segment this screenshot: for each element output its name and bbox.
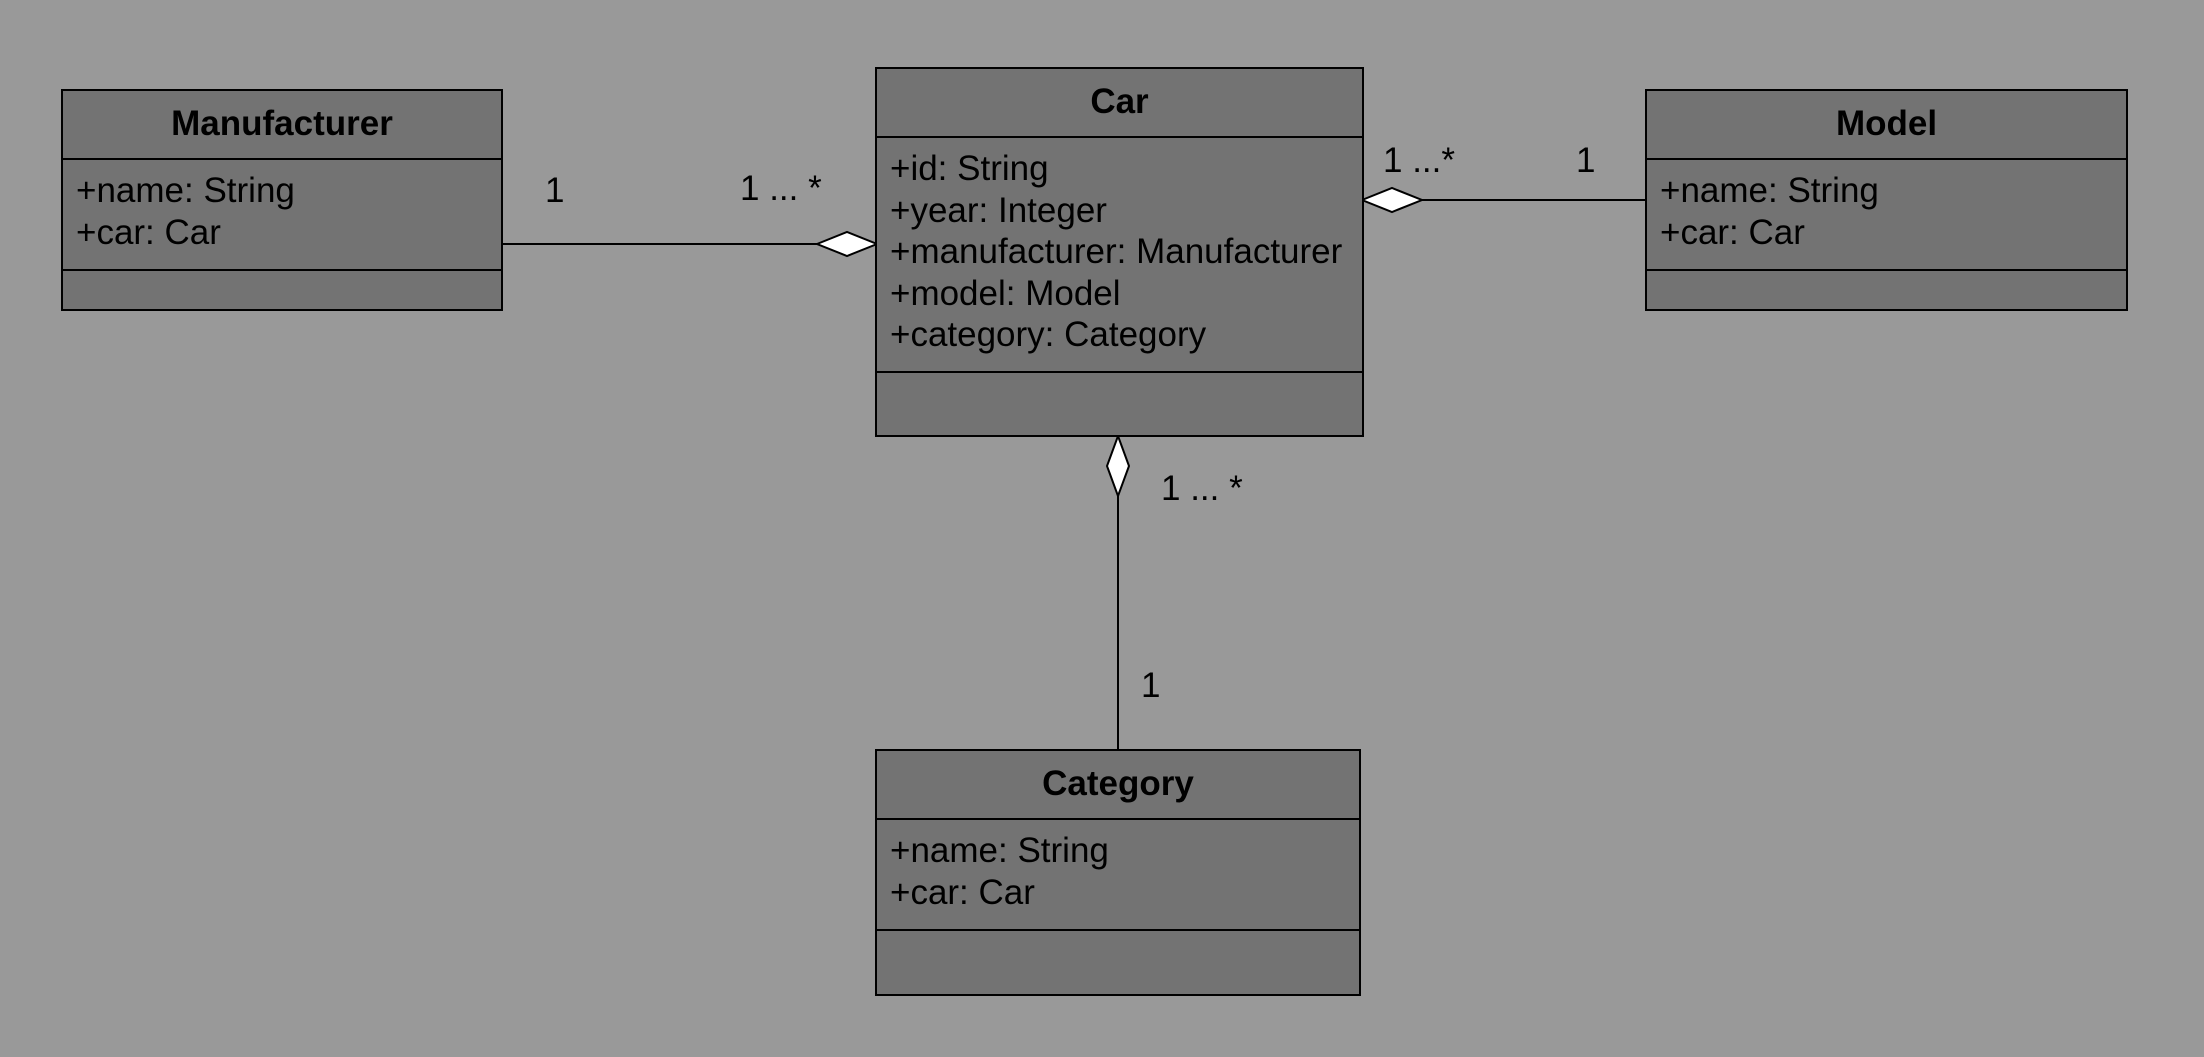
model-attribute-name: +name: String	[1660, 171, 1879, 210]
model-class-name: Model	[1647, 91, 2126, 160]
category-car-source-multiplicity: 1	[1141, 666, 1161, 705]
manufacturer-car-target-multiplicity: 1 ... *	[740, 169, 822, 208]
category-car-aggregation-diamond	[1105, 433, 1131, 499]
model-car-source-multiplicity: 1	[1576, 141, 1596, 180]
model-attributes: +name: String +car: Car	[1647, 160, 2126, 271]
car-class-name: Car	[877, 69, 1362, 138]
car-class[interactable]: Car +id: String +year: Integer +manufact…	[875, 67, 1364, 437]
car-attribute-id: +id: String	[890, 149, 1049, 188]
category-class[interactable]: Category +name: String +car: Car	[875, 749, 1361, 996]
car-attributes: +id: String +year: Integer +manufacturer…	[877, 138, 1362, 373]
car-attribute-model: +model: Model	[890, 273, 1121, 313]
manufacturer-class-name: Manufacturer	[63, 91, 501, 160]
category-attribute-name: +name: String	[890, 831, 1109, 870]
model-attribute-car: +car: Car	[1660, 212, 1805, 252]
manufacturer-attribute-name: +name: String	[76, 171, 295, 210]
car-attribute-category: +category: Category	[890, 315, 1207, 354]
category-attribute-car: +car: Car	[890, 872, 1035, 912]
category-car-target-multiplicity: 1 ... *	[1161, 469, 1243, 508]
manufacturer-class[interactable]: Manufacturer +name: String +car: Car	[61, 89, 503, 311]
category-class-name: Category	[877, 751, 1359, 820]
model-class[interactable]: Model +name: String +car: Car	[1645, 89, 2128, 311]
car-attribute-year: +year: Integer	[890, 190, 1107, 230]
manufacturer-attribute-car: +car: Car	[76, 212, 221, 252]
model-car-aggregation-diamond	[1359, 186, 1425, 214]
car-attribute-manufacturer: +manufacturer: Manufacturer	[890, 232, 1343, 271]
category-attributes: +name: String +car: Car	[877, 820, 1359, 931]
manufacturer-car-source-multiplicity: 1	[545, 171, 565, 210]
model-car-target-multiplicity: 1 ...*	[1383, 141, 1455, 180]
manufacturer-attributes: +name: String +car: Car	[63, 160, 501, 271]
manufacturer-car-aggregation-diamond	[814, 230, 880, 258]
